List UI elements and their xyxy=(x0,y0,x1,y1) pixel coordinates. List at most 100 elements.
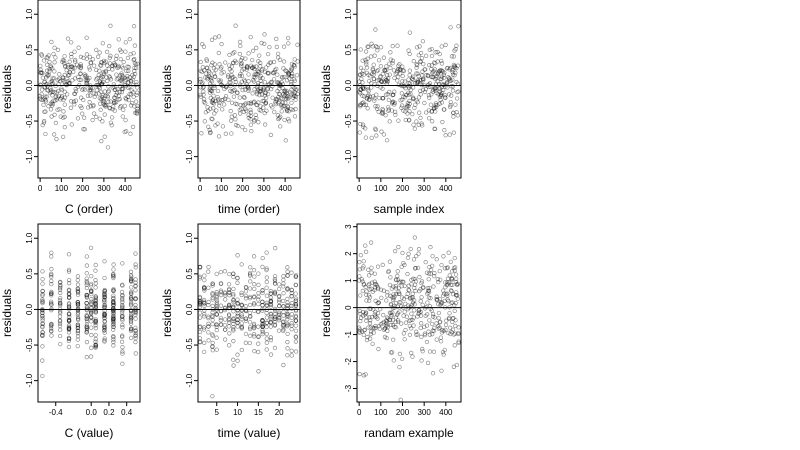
data-point xyxy=(261,86,266,91)
data-point xyxy=(381,288,387,293)
data-point xyxy=(106,84,111,89)
data-point xyxy=(96,91,101,96)
data-point xyxy=(361,72,366,77)
data-point xyxy=(414,80,419,86)
data-point xyxy=(418,59,423,65)
data-point xyxy=(436,310,442,316)
data-point xyxy=(441,87,446,93)
data-point xyxy=(45,84,50,89)
data-point xyxy=(360,279,365,284)
data-point xyxy=(451,114,456,119)
data-point xyxy=(133,316,138,321)
data-point xyxy=(84,316,90,322)
data-point xyxy=(268,352,274,357)
data-point xyxy=(200,80,205,85)
data-point xyxy=(448,25,453,30)
data-point xyxy=(206,338,211,343)
data-point xyxy=(58,283,63,288)
data-point xyxy=(215,121,220,126)
data-point xyxy=(368,331,374,337)
data-point xyxy=(433,105,439,110)
data-point xyxy=(84,314,90,319)
data-point xyxy=(220,124,226,129)
data-point xyxy=(210,333,215,338)
data-point xyxy=(433,102,438,108)
data-point xyxy=(260,66,265,72)
data-point xyxy=(111,293,116,298)
data-point xyxy=(293,301,299,307)
data-point xyxy=(373,323,378,329)
data-point xyxy=(456,89,461,94)
data-point xyxy=(40,333,45,338)
data-point xyxy=(413,265,418,271)
data-point xyxy=(214,291,219,297)
data-point xyxy=(120,293,125,299)
data-point xyxy=(407,288,412,293)
data-point xyxy=(274,96,279,102)
data-point xyxy=(428,267,434,273)
data-point xyxy=(436,69,441,75)
data-point xyxy=(384,78,389,83)
data-point xyxy=(454,293,459,298)
data-point xyxy=(417,274,422,280)
data-point xyxy=(376,346,381,352)
data-point xyxy=(371,76,377,82)
data-point xyxy=(214,322,219,328)
data-point xyxy=(255,71,260,77)
data-point xyxy=(444,80,450,85)
data-point xyxy=(39,97,44,102)
data-point xyxy=(124,129,129,134)
data-point xyxy=(218,78,224,83)
data-point xyxy=(44,75,49,80)
data-point xyxy=(392,248,398,254)
data-point xyxy=(49,39,54,45)
data-point xyxy=(66,326,72,331)
data-point xyxy=(62,89,67,94)
data-point xyxy=(119,310,125,315)
data-point xyxy=(370,71,375,77)
data-point xyxy=(119,339,125,345)
data-point xyxy=(101,79,106,85)
data-point xyxy=(75,300,80,305)
data-point xyxy=(60,75,66,80)
data-point xyxy=(359,101,365,106)
data-point xyxy=(197,264,203,270)
data-point xyxy=(251,295,257,300)
data-point xyxy=(289,71,295,76)
data-point xyxy=(260,324,265,330)
data-point xyxy=(216,78,221,83)
data-point xyxy=(442,298,447,303)
data-point xyxy=(373,309,378,314)
data-point xyxy=(129,327,134,332)
data-point xyxy=(53,55,58,60)
data-point xyxy=(428,306,433,311)
data-point xyxy=(364,289,369,294)
data-point xyxy=(443,133,448,138)
data-point xyxy=(287,76,292,81)
data-point xyxy=(393,277,399,282)
data-point xyxy=(405,271,410,277)
data-point xyxy=(429,109,434,114)
data-point xyxy=(99,76,104,81)
data-point xyxy=(235,253,240,258)
data-point xyxy=(57,318,63,323)
data-point xyxy=(250,48,256,53)
data-point xyxy=(47,66,52,72)
data-point xyxy=(264,285,269,290)
data-point xyxy=(281,304,286,309)
data-point xyxy=(445,65,450,70)
data-point xyxy=(402,262,407,268)
data-point xyxy=(125,55,131,61)
data-point xyxy=(421,61,426,67)
data-point xyxy=(418,50,424,56)
data-point xyxy=(82,74,88,79)
data-point xyxy=(67,69,72,75)
y-tick-label: 0.0 xyxy=(25,303,34,315)
data-point xyxy=(237,107,243,113)
data-point xyxy=(248,117,253,122)
data-point xyxy=(407,73,412,78)
data-point xyxy=(366,267,371,272)
data-point xyxy=(40,308,45,313)
data-point xyxy=(75,286,80,291)
data-point xyxy=(52,69,57,74)
